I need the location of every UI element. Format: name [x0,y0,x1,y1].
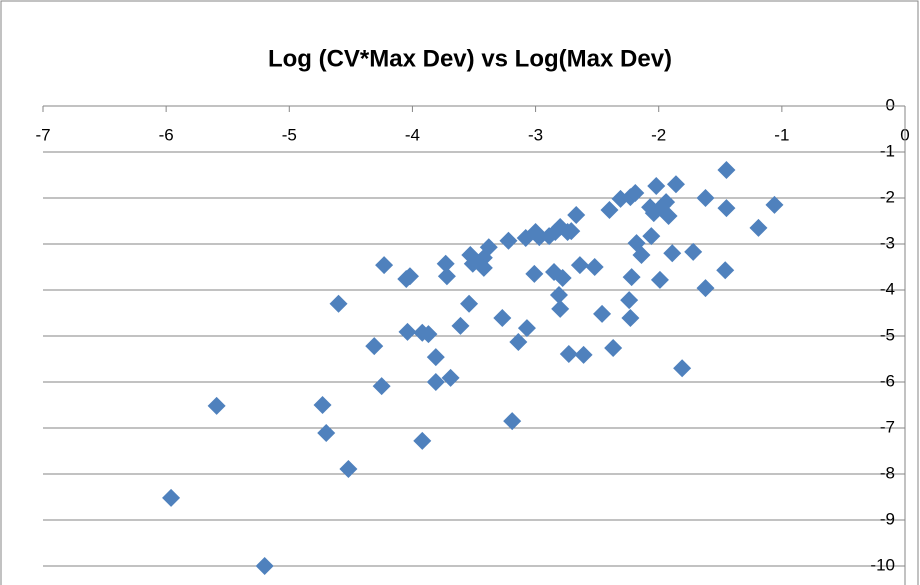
point [317,424,336,443]
y-tick-label: 0 [886,95,895,114]
y-tick-label: -9 [880,509,895,528]
point [559,344,578,363]
point [509,332,528,351]
point [372,377,391,396]
point [765,195,784,214]
point [441,368,460,387]
x-tick-label: -5 [282,125,297,144]
point [162,488,181,507]
point [451,316,470,335]
point [650,270,669,289]
point [567,206,586,225]
point [460,294,479,313]
point [600,200,619,219]
y-tick-label: -3 [880,233,895,252]
point [329,294,348,313]
point [673,359,692,378]
point [666,175,685,194]
point [717,199,736,218]
point [551,299,570,318]
x-tick-label: -1 [774,125,789,144]
point [426,348,445,367]
point [493,309,512,328]
point [499,231,518,250]
point [620,291,639,310]
point [426,373,445,391]
x-tick-label: -7 [35,125,50,144]
point [622,268,641,287]
point [659,206,678,225]
point [663,244,682,263]
chart-title: Log (CV*Max Dev) vs Log(Max Dev) [268,45,672,72]
point [525,264,544,283]
point [749,218,768,237]
x-tick-label: -3 [528,125,543,144]
point [517,319,536,338]
point [413,431,432,450]
point [657,193,676,212]
point [626,183,645,202]
y-tick-label: -5 [880,325,895,344]
point [647,177,666,196]
point [474,258,493,277]
point [549,286,568,305]
point [207,396,226,415]
point [585,258,604,276]
point [570,256,589,275]
y-tick-label: -6 [880,371,895,390]
point [632,246,651,265]
y-tick-label: -10 [870,555,895,574]
point [621,309,640,328]
point [684,242,703,261]
point [375,256,394,275]
point [553,269,572,288]
point [339,459,358,478]
point [593,304,612,323]
y-tick-label: -8 [880,463,895,482]
point [604,338,623,357]
y-tick-label: -2 [880,187,895,206]
point [574,345,593,364]
y-tick-label: -4 [880,279,895,298]
point [503,412,522,431]
point [400,267,419,286]
point [562,222,581,241]
point [398,322,417,341]
point [642,227,661,246]
y-tick-label: -1 [880,141,895,160]
point [461,246,480,265]
point [437,267,456,286]
point [419,325,438,344]
point [696,189,715,207]
point [255,557,274,575]
point [696,279,715,298]
point [365,337,384,356]
point [479,238,498,257]
point [717,160,736,179]
y-tick-label: -7 [880,417,895,436]
x-tick-label: -6 [159,125,174,144]
point [313,396,332,414]
point [716,261,735,280]
point [436,254,455,273]
x-tick-label: -4 [405,125,420,144]
x-tick-label: -2 [651,125,666,144]
